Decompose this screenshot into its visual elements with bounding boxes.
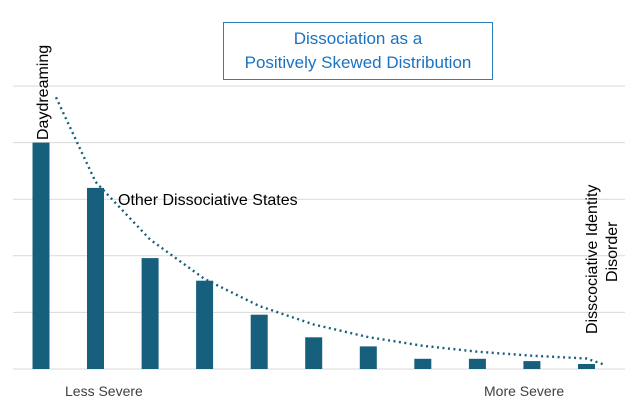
bar (305, 337, 323, 369)
axis-label-less-severe: Less Severe (65, 383, 143, 399)
trend-line (54, 96, 606, 367)
annotation-did-line2: Disorder (604, 221, 621, 282)
annotation-other-dissociative-states: Other Dissociative States (118, 192, 298, 209)
chart-title-line-1: Dissociation as a (293, 29, 423, 48)
bar (32, 142, 50, 369)
bar (141, 258, 159, 369)
gridlines (13, 85, 625, 370)
chart-title-line-2: Positively Skewed Distribution (244, 53, 472, 72)
bar (578, 364, 595, 369)
bar (468, 358, 486, 369)
bar (196, 280, 214, 369)
annotation-daydreaming: Daydreaming (35, 45, 52, 140)
bar (250, 314, 268, 369)
annotation-did-line1: Disscociative Identity (584, 185, 601, 334)
bar (359, 346, 377, 369)
chart-title: Dissociation as a Positively Skewed Dist… (223, 22, 493, 80)
axis-label-more-severe: More Severe (484, 383, 564, 399)
bar (523, 361, 541, 369)
bars (32, 142, 595, 369)
bar (87, 187, 104, 369)
bar (414, 358, 432, 369)
